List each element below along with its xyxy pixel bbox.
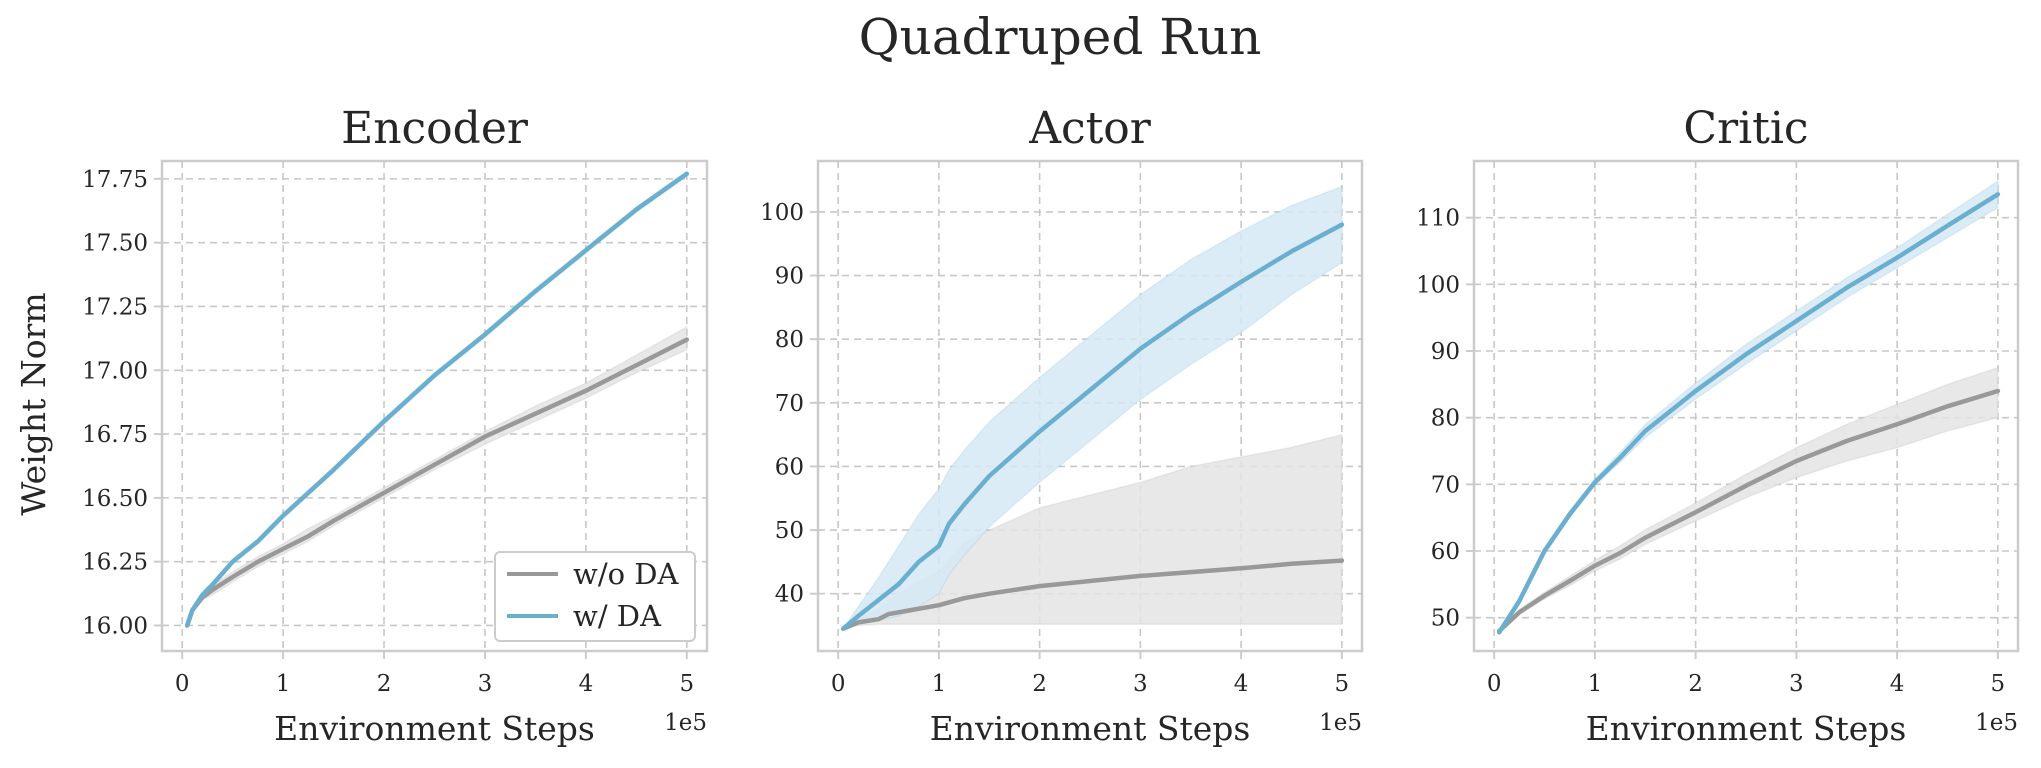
panel-actor: 0 1 2 3 4 5 40 50 60 70 80 90 100 Actor Environment St…	[760, 103, 1364, 748]
y-tick-label: 110	[1416, 206, 1460, 232]
x-tick-label: 1	[932, 671, 947, 697]
y-tick-label: 16.25	[82, 550, 148, 576]
x-axis-label: Environment Steps	[1586, 709, 1907, 748]
y-tick-label: 17.50	[82, 231, 148, 257]
figure-title: Quadruped Run	[859, 8, 1262, 66]
y-tick-label: 100	[760, 200, 804, 226]
series-line-w-da	[184, 171, 690, 628]
y-tick-label: 50	[1431, 606, 1460, 632]
series-line-wo-da	[184, 337, 690, 628]
x-tick-label: 3	[1133, 671, 1148, 697]
x-tick-label: 5	[679, 671, 694, 697]
y-tick-label: 70	[775, 391, 804, 417]
y-tick-label: 90	[1431, 339, 1460, 365]
y-tick-label: 17.25	[82, 294, 148, 320]
y-tick-label: 40	[775, 582, 804, 608]
panel-title: Actor	[1028, 103, 1152, 154]
x-tick-label: 4	[1234, 671, 1249, 697]
x-tick-label: 0	[1487, 671, 1502, 697]
legend-label-w-da: w/ DA	[573, 599, 662, 633]
y-tick-label: 100	[1416, 272, 1460, 298]
x-offset-label: 1e5	[1975, 710, 2018, 736]
x-tick-label: 5	[1335, 671, 1350, 697]
x-axis-label: Environment Steps	[274, 709, 595, 748]
plot-area	[840, 185, 1345, 631]
y-axis-label: Weight Norm	[14, 292, 53, 515]
y-tick-label: 50	[775, 518, 804, 544]
x-tick-label: 2	[377, 671, 392, 697]
y-tick-label: 17.00	[82, 358, 148, 384]
x-tick-label: 2	[1688, 671, 1703, 697]
x-tick-label: 2	[1032, 671, 1047, 697]
x-tick-label: 3	[478, 671, 493, 697]
plot-area	[1496, 179, 2001, 635]
y-tick-label: 90	[775, 264, 804, 290]
y-tick-label: 60	[1431, 539, 1460, 565]
y-tick-label: 60	[775, 454, 804, 480]
y-tick-label: 80	[1431, 406, 1460, 432]
y-tick-label: 17.75	[82, 167, 148, 193]
legend: w/o DA w/ DA	[494, 551, 696, 642]
x-tick-label: 0	[175, 671, 190, 697]
series-line-w-da	[840, 222, 1345, 631]
panel-title: Encoder	[341, 103, 529, 154]
legend-label-wo-da: w/o DA	[573, 557, 680, 591]
x-tick-label: 5	[1991, 671, 2006, 697]
panel-title: Critic	[1683, 103, 1808, 154]
x-tick-label: 1	[1588, 671, 1603, 697]
x-tick-label: 1	[276, 671, 291, 697]
x-tick-label: 4	[1890, 671, 1905, 697]
y-tick-label: 16.75	[82, 422, 148, 448]
x-axis-label: Environment Steps	[930, 709, 1251, 748]
y-tick-label: 70	[1431, 472, 1460, 498]
y-tick-label: 80	[775, 327, 804, 353]
x-tick-label: 3	[1789, 671, 1804, 697]
panel-encoder: 0 1 2 3 4 5 16.00 16.25 16.50 16.75 17.00 17.25 17.5…	[82, 103, 709, 748]
series-line-wo-da	[840, 558, 1345, 631]
x-offset-label: 1e5	[664, 710, 707, 736]
x-tick-label: 4	[579, 671, 594, 697]
plot-area	[184, 169, 690, 628]
series-line-wo-da	[1496, 388, 2001, 634]
x-tick-label: 0	[831, 671, 846, 697]
y-tick-label: 16.00	[82, 613, 148, 639]
panel-critic: 0 1 2 3 4 5 50 60 70 80 90 100 110 Critic Environment …	[1416, 103, 2020, 748]
y-tick-label: 16.50	[82, 486, 148, 512]
series-line-w-da	[1496, 192, 2001, 635]
x-offset-label: 1e5	[1319, 710, 1362, 736]
